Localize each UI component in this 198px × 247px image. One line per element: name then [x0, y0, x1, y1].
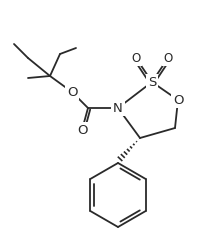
Text: O: O [131, 52, 141, 64]
Text: N: N [113, 102, 123, 115]
Text: O: O [77, 124, 87, 137]
Text: S: S [148, 76, 156, 88]
Text: O: O [163, 52, 173, 64]
Text: O: O [173, 94, 183, 106]
Text: O: O [67, 85, 77, 99]
